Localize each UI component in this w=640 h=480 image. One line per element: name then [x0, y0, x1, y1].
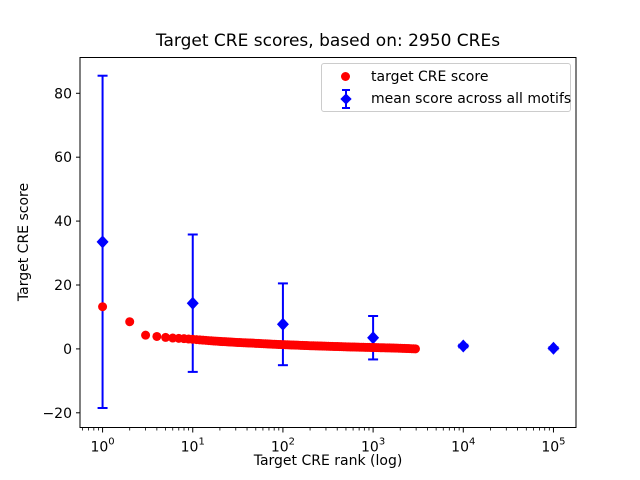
- legend: target CRE score mean score across all m…: [321, 63, 571, 112]
- mean-score-series: [96, 74, 560, 410]
- y-tick-label: 40: [54, 214, 72, 230]
- blue-diamond-errorbar-icon: [339, 88, 352, 109]
- scatter-point: [152, 331, 162, 341]
- legend-label: target CRE score: [371, 68, 489, 85]
- diamond-marker: [276, 317, 289, 331]
- y-axis-label: Target CRE score: [16, 182, 32, 302]
- y-axis-ticks: −20 0 20 40 60 80: [42, 86, 80, 422]
- scatter-point: [98, 302, 108, 312]
- diamond-marker: [547, 341, 560, 355]
- legend-marker-cell: [329, 88, 362, 109]
- red-circle-icon: [341, 72, 350, 81]
- diamond-marker: [457, 339, 470, 353]
- y-tick-label: −20: [42, 406, 72, 422]
- diamond-marker: [367, 331, 380, 345]
- y-tick-label: 20: [54, 278, 72, 294]
- scatter-point: [161, 332, 171, 342]
- legend-item-mean-score: mean score across all motifs: [329, 88, 571, 109]
- x-tick-label: 102: [271, 437, 295, 456]
- x-tick-label: 103: [361, 437, 385, 456]
- target-cre-score-series: [98, 302, 420, 354]
- axes: −20 0 20 40 60 80 100 101 102 103 104 105: [42, 57, 577, 456]
- y-tick-label: 80: [54, 86, 72, 102]
- chart-title: Target CRE scores, based on: 2950 CREs: [155, 31, 501, 51]
- legend-item-target-cre-score: target CRE score: [329, 66, 563, 87]
- y-tick-label: 0: [63, 342, 72, 358]
- x-axis-label: Target CRE rank (log): [253, 453, 403, 469]
- plot-border: [79, 57, 577, 428]
- diamond-marker: [96, 235, 109, 249]
- x-tick-label: 105: [541, 437, 565, 456]
- scatter-point: [141, 330, 151, 340]
- x-tick-label: 100: [90, 437, 114, 456]
- scatter-point: [410, 344, 420, 354]
- y-tick-label: 60: [54, 150, 72, 166]
- x-tick-label: 101: [181, 437, 205, 456]
- diamond-marker: [186, 296, 199, 310]
- legend-label: mean score across all motifs: [371, 90, 572, 107]
- x-tick-label: 104: [451, 437, 475, 456]
- legend-marker-cell: [329, 72, 362, 81]
- x-axis-ticks: 100 101 102 103 104 105: [82, 427, 566, 456]
- scatter-point: [125, 317, 135, 327]
